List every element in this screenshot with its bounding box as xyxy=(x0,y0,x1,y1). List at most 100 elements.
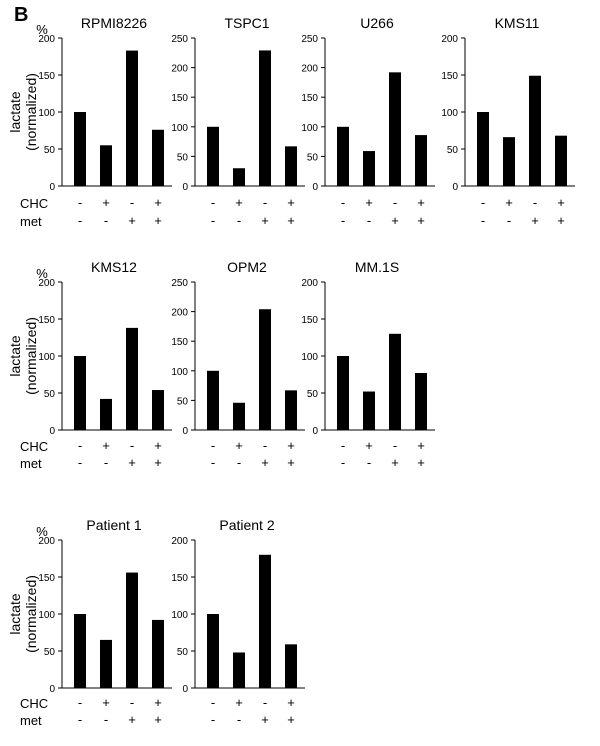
chc-row-label: CHC xyxy=(20,439,48,454)
y-tick-label: 100 xyxy=(38,610,55,621)
met-sign: + xyxy=(154,455,162,470)
chart-title: Patient 2 xyxy=(219,517,274,533)
chart-title: Patient 1 xyxy=(86,517,141,533)
chc-sign: - xyxy=(533,195,537,210)
chc-sign: - xyxy=(341,195,345,210)
chart-title: KMS11 xyxy=(495,15,540,31)
unit-label: % xyxy=(36,266,48,281)
y-tick-label: 200 xyxy=(38,34,55,45)
y-tick-label: 150 xyxy=(301,93,318,104)
chc-sign: + xyxy=(417,438,425,453)
y-tick-label: 0 xyxy=(312,426,318,437)
chc-sign: + xyxy=(365,438,373,453)
y-tick-label: 250 xyxy=(301,34,318,45)
bar xyxy=(337,356,349,430)
met-row-label: met xyxy=(20,214,42,229)
bar xyxy=(207,126,219,186)
y-axis-label-line1: lactate xyxy=(7,91,23,132)
chc-sign: - xyxy=(263,438,267,453)
chc-sign: + xyxy=(154,438,162,453)
y-tick-label: 50 xyxy=(447,145,459,156)
met-sign: + xyxy=(417,455,425,470)
met-sign: - xyxy=(341,455,345,470)
y-tick-label: 0 xyxy=(452,182,458,193)
y-tick-label: 200 xyxy=(38,536,55,547)
panel-letter: B xyxy=(14,4,29,26)
met-sign: + xyxy=(128,213,136,228)
bar xyxy=(389,72,401,186)
met-sign: + xyxy=(287,712,295,727)
bar xyxy=(363,151,375,186)
y-tick-label: 50 xyxy=(177,647,189,658)
chc-sign: + xyxy=(235,438,243,453)
bar xyxy=(207,370,219,430)
bar xyxy=(259,309,271,430)
chc-sign: - xyxy=(211,695,215,710)
bar xyxy=(363,391,375,430)
chc-sign: + xyxy=(287,695,295,710)
chc-sign: - xyxy=(78,195,82,210)
y-tick-label: 200 xyxy=(171,536,188,547)
y-axis-label-line2: (normalized) xyxy=(23,575,39,653)
met-sign: - xyxy=(367,213,371,228)
bar xyxy=(337,126,349,186)
met-sign: + xyxy=(261,455,269,470)
y-tick-label: 0 xyxy=(182,684,188,695)
bar xyxy=(126,50,138,186)
bar xyxy=(503,137,515,186)
bar xyxy=(152,129,164,186)
y-tick-label: 0 xyxy=(49,684,55,695)
bar xyxy=(152,390,164,430)
y-tick-label: 150 xyxy=(171,93,188,104)
met-row-label: met xyxy=(20,713,42,728)
y-tick-label: 0 xyxy=(49,182,55,193)
bar xyxy=(259,554,271,688)
bar xyxy=(100,145,112,186)
chc-sign: - xyxy=(130,195,134,210)
chc-sign: + xyxy=(505,195,513,210)
met-sign: + xyxy=(531,213,539,228)
chc-sign: - xyxy=(211,438,215,453)
y-tick-label: 0 xyxy=(182,426,188,437)
met-sign: + xyxy=(154,213,162,228)
y-tick-label: 150 xyxy=(38,315,55,326)
y-tick-label: 150 xyxy=(38,71,55,82)
chc-sign: - xyxy=(263,695,267,710)
met-row-label: met xyxy=(20,456,42,471)
y-axis-label-line2: (normalized) xyxy=(23,317,39,395)
y-tick-label: 100 xyxy=(171,367,188,378)
chc-sign: + xyxy=(154,695,162,710)
unit-label: % xyxy=(36,22,48,37)
chc-sign: + xyxy=(287,195,295,210)
met-sign: + xyxy=(154,712,162,727)
y-tick-label: 200 xyxy=(171,308,188,319)
met-sign: + xyxy=(391,455,399,470)
chart-title: MM.1S xyxy=(355,259,399,275)
bar xyxy=(389,333,401,430)
met-sign: - xyxy=(104,455,108,470)
y-tick-label: 200 xyxy=(171,64,188,75)
met-sign: - xyxy=(104,712,108,727)
met-sign: + xyxy=(128,455,136,470)
chc-sign: + xyxy=(417,195,425,210)
chc-sign: - xyxy=(341,438,345,453)
chc-sign: - xyxy=(130,438,134,453)
met-sign: + xyxy=(261,712,269,727)
bar xyxy=(233,652,245,688)
bar xyxy=(100,398,112,430)
met-sign: - xyxy=(104,213,108,228)
chc-sign: + xyxy=(557,195,565,210)
met-sign: + xyxy=(128,712,136,727)
bar xyxy=(74,112,86,186)
chart-title: KMS12 xyxy=(91,259,137,275)
bar xyxy=(100,639,112,688)
chc-sign: + xyxy=(235,695,243,710)
y-tick-label: 150 xyxy=(171,337,188,348)
met-sign: + xyxy=(261,213,269,228)
met-sign: - xyxy=(367,455,371,470)
chc-sign: - xyxy=(393,438,397,453)
met-sign: - xyxy=(507,213,511,228)
chc-sign: - xyxy=(263,195,267,210)
chc-sign: - xyxy=(130,695,134,710)
